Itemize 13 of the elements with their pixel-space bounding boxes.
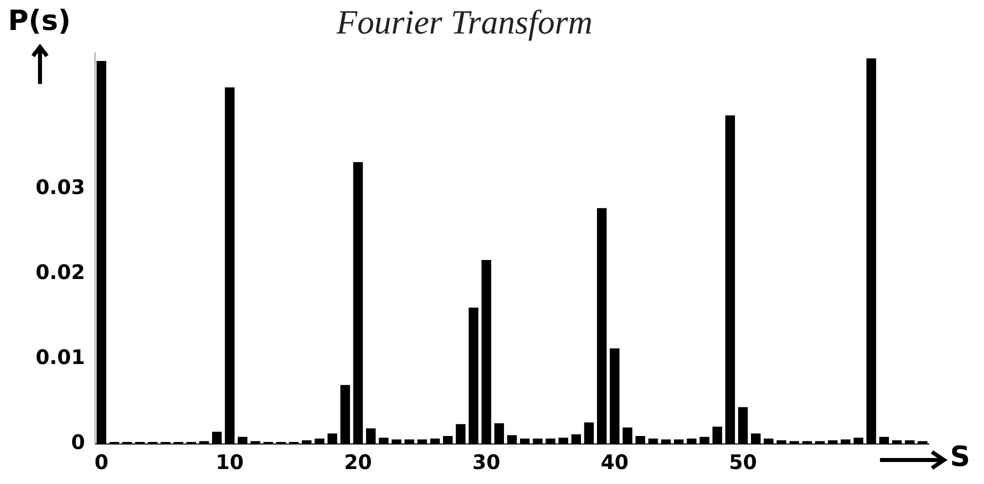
- y-tick-label: 0: [71, 430, 85, 454]
- y-tick-label: 0.02: [36, 260, 85, 284]
- x-tick-label: 10: [216, 450, 244, 474]
- x-tick-label: 40: [600, 450, 629, 474]
- x-tick-label: 20: [344, 450, 372, 474]
- x-tick-label: 50: [729, 450, 757, 474]
- y-tick-label: 0.01: [36, 345, 85, 370]
- y-axis-title: P(s): [8, 4, 71, 37]
- chart-title: Fourier Transform: [336, 4, 592, 42]
- y-tick-label: 0.03: [36, 175, 85, 200]
- x-tick-label: 30: [472, 450, 500, 474]
- x-axis-title: S: [950, 440, 970, 473]
- x-tick-label: 0: [94, 450, 108, 474]
